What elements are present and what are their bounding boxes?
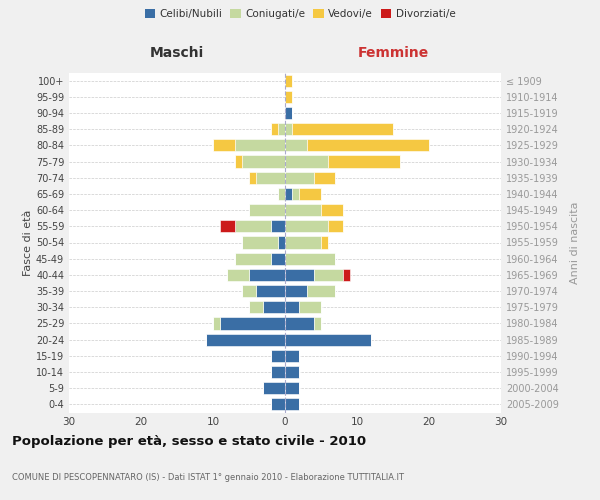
Bar — [285, 123, 292, 135]
Bar — [256, 285, 285, 297]
Y-axis label: Anni di nascita: Anni di nascita — [570, 201, 580, 283]
Bar — [328, 156, 400, 168]
Bar — [271, 252, 285, 265]
Bar — [235, 252, 271, 265]
Bar — [235, 156, 242, 168]
Bar — [278, 123, 285, 135]
Bar — [285, 236, 321, 248]
Bar — [278, 236, 285, 248]
Bar — [285, 74, 292, 86]
Bar — [285, 334, 371, 345]
Bar — [299, 301, 321, 314]
Bar — [256, 172, 285, 184]
Bar — [271, 350, 285, 362]
Bar — [213, 318, 220, 330]
Bar — [235, 220, 271, 232]
Bar — [263, 301, 285, 314]
Bar — [220, 220, 235, 232]
Bar — [285, 204, 321, 216]
Y-axis label: Fasce di età: Fasce di età — [23, 210, 33, 276]
Text: Femmine: Femmine — [358, 46, 428, 60]
Bar — [242, 156, 285, 168]
Bar — [292, 188, 299, 200]
Bar — [285, 156, 328, 168]
Bar — [285, 220, 328, 232]
Bar — [299, 188, 321, 200]
Bar — [314, 269, 343, 281]
Bar — [235, 140, 285, 151]
Bar — [328, 220, 343, 232]
Bar — [321, 204, 343, 216]
Bar — [249, 204, 285, 216]
Bar — [249, 172, 256, 184]
Bar — [249, 301, 263, 314]
Bar — [206, 334, 285, 345]
Bar — [285, 382, 299, 394]
Bar — [314, 172, 335, 184]
Bar — [343, 269, 350, 281]
Bar — [285, 398, 299, 410]
Bar — [285, 107, 292, 119]
Bar — [285, 269, 314, 281]
Text: Maschi: Maschi — [150, 46, 204, 60]
Bar — [213, 140, 235, 151]
Bar — [220, 318, 285, 330]
Bar — [285, 188, 292, 200]
Bar — [285, 140, 307, 151]
Bar — [271, 366, 285, 378]
Bar — [271, 220, 285, 232]
Bar — [249, 269, 285, 281]
Bar — [292, 123, 393, 135]
Legend: Celibi/Nubili, Coniugati/e, Vedovi/e, Divorziati/e: Celibi/Nubili, Coniugati/e, Vedovi/e, Di… — [140, 5, 460, 24]
Bar — [307, 140, 429, 151]
Text: Popolazione per età, sesso e stato civile - 2010: Popolazione per età, sesso e stato civil… — [12, 435, 366, 448]
Bar — [285, 285, 307, 297]
Text: COMUNE DI PESCOPENNATARO (IS) - Dati ISTAT 1° gennaio 2010 - Elaborazione TUTTIT: COMUNE DI PESCOPENNATARO (IS) - Dati IST… — [12, 472, 404, 482]
Bar — [285, 301, 299, 314]
Bar — [242, 236, 278, 248]
Bar — [227, 269, 249, 281]
Bar — [285, 90, 292, 103]
Bar — [285, 350, 299, 362]
Bar — [242, 285, 256, 297]
Bar — [271, 123, 278, 135]
Bar — [285, 318, 314, 330]
Bar — [285, 252, 335, 265]
Bar — [271, 398, 285, 410]
Bar — [321, 236, 328, 248]
Bar — [307, 285, 335, 297]
Bar — [278, 188, 285, 200]
Bar — [285, 366, 299, 378]
Bar — [314, 318, 321, 330]
Bar — [285, 172, 314, 184]
Bar — [263, 382, 285, 394]
